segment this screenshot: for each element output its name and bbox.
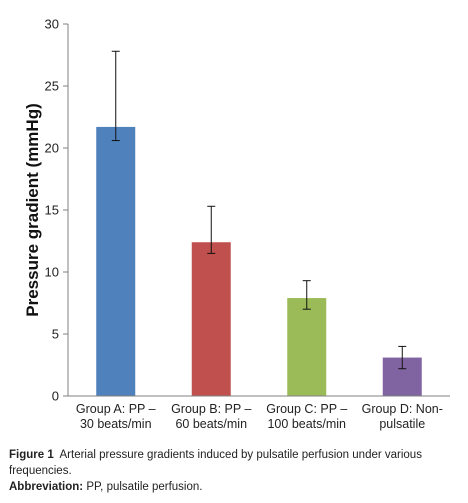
- abbreviation-line: Abbreviation: PP, pulsatile perfusion.: [9, 479, 464, 495]
- bars: [96, 126, 422, 397]
- bar: [191, 242, 231, 396]
- x-category-label: 100 beats/min: [267, 417, 346, 431]
- y-axis-label: Pressure gradient (mmHg): [23, 103, 42, 317]
- figure-caption: Figure 1 Arterial pressure gradients ind…: [9, 447, 464, 495]
- figure-caption-line: Figure 1 Arterial pressure gradients ind…: [9, 447, 464, 479]
- bar: [96, 126, 136, 397]
- abbreviation-text: PP, pulsatile perfusion.: [86, 481, 203, 493]
- x-category-label: Group B: PP –: [171, 402, 251, 416]
- x-category-label: 30 beats/min: [80, 417, 152, 431]
- y-tick-label: 30: [45, 17, 59, 32]
- bar: [287, 298, 327, 396]
- y-tick-label: 0: [52, 389, 59, 404]
- x-category-label: Group C: PP –: [266, 402, 347, 416]
- y-tick-label: 25: [45, 79, 59, 94]
- error-bars: [111, 50, 407, 370]
- x-category-label: Group D: Non-: [362, 402, 443, 416]
- x-category-label: pulsatile: [379, 417, 425, 431]
- x-category-label: 60 beats/min: [175, 417, 247, 431]
- x-axis-labels: Group A: PP –30 beats/min Group B: PP –60…: [76, 402, 443, 431]
- y-tick-label: 15: [45, 203, 59, 218]
- x-category-label: Group A: PP –: [76, 402, 156, 416]
- figure-text: Arterial pressure gradients induced by p…: [9, 449, 422, 477]
- figure-label: Figure 1: [9, 449, 54, 461]
- y-tick-label: 5: [52, 327, 59, 342]
- bar-chart: Pressure gradient (mmHg) 0 5 10 15 20 25 30 Gr…: [23, 17, 450, 431]
- y-tick-label: 20: [45, 141, 59, 156]
- abbreviation-label: Abbreviation:: [9, 481, 84, 493]
- y-tick-label: 10: [45, 265, 59, 280]
- y-axis-ticks: 0 5 10 15 20 25 30: [45, 17, 68, 404]
- y-axis-label-group: Pressure gradient (mmHg): [23, 103, 42, 317]
